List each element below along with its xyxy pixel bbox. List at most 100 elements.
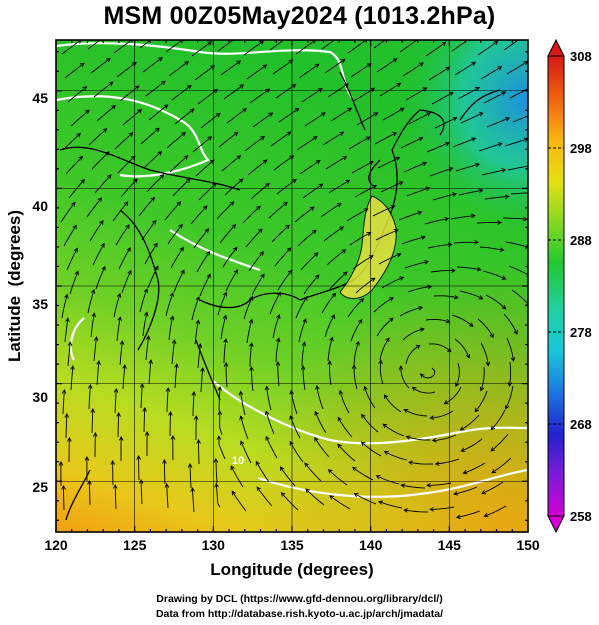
- wind-vector-head: [359, 297, 365, 303]
- wind-vector-head: [286, 247, 292, 252]
- wind-vector: [251, 367, 254, 392]
- wind-vector: [477, 40, 498, 56]
- wind-vector: [246, 64, 267, 80]
- wind-vector-head: [382, 423, 388, 429]
- wind-vector-head: [489, 333, 494, 339]
- wind-vector-head: [443, 400, 449, 405]
- wind-vector-head: [315, 384, 320, 390]
- wind-vector-head: [223, 338, 228, 343]
- wind-vector: [460, 414, 480, 431]
- wind-vector-head: [187, 463, 193, 468]
- wind-vector-head: [238, 390, 244, 396]
- wind-vector-head: [138, 479, 144, 484]
- wind-vector: [277, 361, 280, 387]
- wind-vector: [240, 416, 249, 440]
- wind-vector: [353, 341, 360, 366]
- wind-vector: [374, 132, 397, 145]
- wind-vector-head: [103, 35, 107, 39]
- wind-vector-head: [58, 461, 64, 466]
- wind-vector: [399, 306, 423, 317]
- wind-vector-head: [431, 438, 437, 443]
- x-tick-labels: 120 125 130 135 140 145 150: [44, 537, 540, 553]
- wind-vector: [90, 58, 111, 74]
- wind-vector-head: [418, 136, 424, 142]
- wind-vector: [346, 208, 368, 222]
- wind-vector-head: [462, 469, 468, 475]
- wind-vector: [427, 243, 452, 249]
- wind-vector-head: [304, 462, 309, 468]
- wind-vector-head: [130, 155, 136, 161]
- wind-vector-head: [178, 223, 183, 229]
- wind-vector-head: [174, 363, 179, 368]
- wind-vector: [277, 270, 293, 291]
- wind-vector-head: [474, 407, 480, 413]
- wind-vector-head: [510, 357, 516, 362]
- wind-vector: [225, 269, 238, 292]
- wind-vector-head: [419, 373, 425, 378]
- wind-vector-head: [164, 483, 170, 488]
- wind-vector-head: [205, 250, 211, 256]
- wind-vector-head: [531, 191, 535, 195]
- wind-vector: [168, 61, 189, 77]
- wind-vector-head: [231, 224, 237, 229]
- wind-vector: [116, 317, 121, 342]
- wind-vector-head: [197, 343, 203, 348]
- wind-vector-head: [483, 512, 489, 518]
- wind-vector: [94, 174, 112, 194]
- wind-vector-head: [351, 364, 357, 370]
- y-tick-label: 30: [32, 389, 48, 405]
- wind-vector-head: [305, 488, 311, 494]
- wind-vector-head: [279, 466, 285, 471]
- wind-vector-head: [449, 91, 454, 97]
- wind-vector-head: [478, 188, 484, 194]
- wind-vector: [353, 365, 358, 390]
- wind-vector: [428, 343, 452, 353]
- wind-vector: [119, 85, 140, 102]
- y-tick-label: 25: [32, 479, 48, 495]
- wind-vector-head: [396, 252, 402, 258]
- wind-vector-head: [106, 57, 111, 63]
- wind-vector-head: [97, 197, 103, 202]
- colorbar-tick-labels: 308 298 288 278 268 258: [570, 49, 592, 524]
- wind-vector: [189, 463, 192, 489]
- wind-vector: [218, 436, 226, 460]
- wind-vector-head: [168, 411, 173, 416]
- wind-vector-head: [314, 410, 319, 416]
- wind-vector: [218, 386, 221, 412]
- wind-vector-head: [96, 360, 101, 365]
- wind-vector-head: [378, 500, 383, 505]
- wind-vector-head: [143, 311, 149, 317]
- wind-vector: [231, 491, 247, 512]
- wind-vector: [322, 131, 344, 146]
- wind-vector-head: [361, 413, 366, 419]
- wind-vector: [174, 108, 195, 125]
- wind-vector-head: [134, 85, 140, 90]
- wind-vector: [403, 409, 428, 417]
- wind-vector-head: [229, 201, 235, 206]
- wind-vector-head: [150, 196, 156, 202]
- wind-vector: [226, 108, 247, 124]
- wind-vector-head: [288, 59, 294, 64]
- wind-vector: [372, 205, 395, 217]
- wind-vector: [145, 336, 150, 361]
- wind-vector: [173, 269, 185, 293]
- wind-vector: [302, 183, 323, 199]
- wind-vector-head: [213, 89, 218, 94]
- wind-vector: [355, 277, 376, 294]
- wind-vector-head: [128, 132, 134, 137]
- wind-vector-head: [372, 185, 377, 190]
- wind-vector-head: [378, 359, 383, 365]
- wind-vector-head: [276, 291, 281, 297]
- wind-vector: [88, 128, 107, 146]
- wind-vector-head: [369, 160, 374, 165]
- wind-vector-head: [446, 347, 452, 353]
- wind-vector-head: [337, 35, 341, 39]
- wind-vector-head: [422, 87, 428, 92]
- wind-vector-head: [232, 246, 238, 252]
- wind-vector-head: [264, 410, 270, 416]
- wind-vector-head: [126, 246, 131, 252]
- wind-vector: [217, 40, 234, 52]
- wind-vector-head: [336, 203, 342, 208]
- x-tick-label: 150: [516, 537, 540, 553]
- wind-vector-head: [460, 447, 466, 452]
